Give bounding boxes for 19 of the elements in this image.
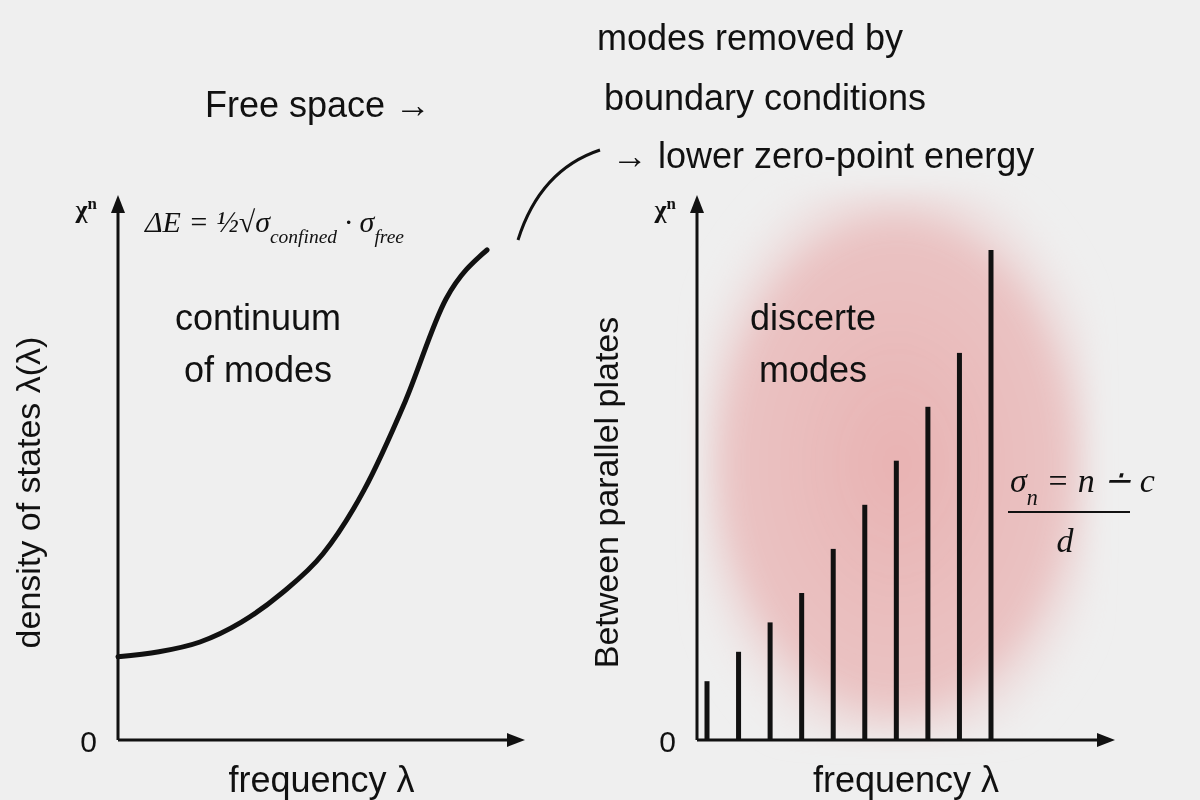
x-axis-title: frequency λ xyxy=(228,759,415,800)
text: → lower zero-point energy xyxy=(612,135,1035,176)
x-axis-title: frequency λ xyxy=(812,759,1000,800)
text: Free space → xyxy=(205,84,432,125)
text: modes removed by xyxy=(596,17,904,58)
annotation: continuum xyxy=(174,297,342,338)
text: ΔE = ½√σ$_{confined}$ · σ$_{free}$ xyxy=(144,205,405,247)
text: boundary conditions xyxy=(603,77,927,118)
text: 0 xyxy=(659,725,676,758)
text: σ$_{n}$ = n ∸ c xyxy=(1010,462,1155,510)
text: χ$^{n}$ xyxy=(74,193,98,224)
text: d xyxy=(1056,522,1075,559)
text: 0 xyxy=(80,725,97,758)
annotation: of modes xyxy=(183,349,333,390)
y-axis-title: density of states λ(λ) xyxy=(9,336,47,649)
y-axis-title: Between parallel plates xyxy=(587,316,625,669)
text: χ$^{n}$ xyxy=(653,193,677,224)
annotation: modes xyxy=(758,349,868,390)
annotation: discerte xyxy=(749,297,877,338)
